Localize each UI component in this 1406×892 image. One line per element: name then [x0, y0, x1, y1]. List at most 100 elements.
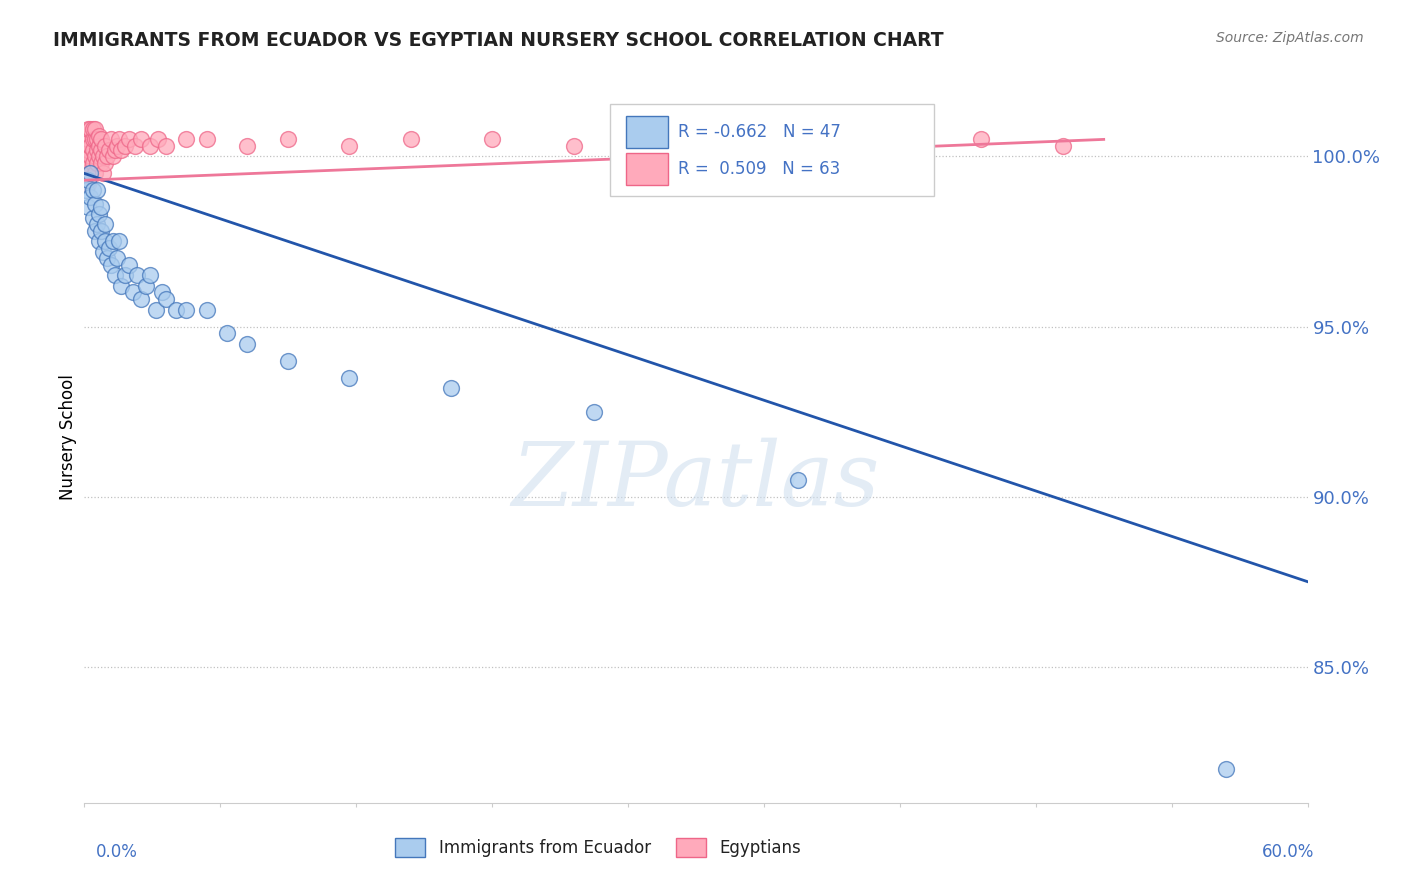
Point — [87, 128, 110, 143]
Point — [86, 132, 108, 146]
Point — [83, 166, 105, 180]
Point — [79, 122, 101, 136]
Point — [217, 326, 239, 341]
Point — [725, 139, 748, 153]
Point — [155, 293, 177, 307]
Point — [150, 285, 173, 300]
Point — [277, 353, 299, 368]
Point — [787, 473, 810, 487]
Point — [236, 336, 259, 351]
Point — [644, 132, 666, 146]
Text: Source: ZipAtlas.com: Source: ZipAtlas.com — [1216, 31, 1364, 45]
Point — [101, 235, 124, 249]
Point — [77, 132, 100, 146]
Point — [114, 139, 136, 153]
Point — [77, 156, 100, 170]
Point — [807, 132, 830, 146]
Point — [145, 302, 167, 317]
Point — [105, 139, 128, 153]
FancyBboxPatch shape — [626, 153, 668, 185]
Point — [90, 143, 112, 157]
Point — [127, 268, 149, 283]
Point — [105, 252, 128, 266]
Point — [75, 183, 97, 197]
Point — [82, 156, 104, 170]
Point — [75, 156, 97, 170]
Point — [889, 139, 911, 153]
Point — [91, 149, 114, 163]
Point — [562, 139, 585, 153]
Point — [90, 201, 112, 215]
Point — [77, 201, 100, 215]
Point — [83, 224, 105, 238]
Point — [93, 235, 115, 249]
Point — [131, 132, 153, 146]
Point — [86, 156, 108, 170]
Point — [135, 278, 157, 293]
Point — [138, 268, 160, 283]
Point — [83, 149, 105, 163]
Text: 0.0%: 0.0% — [96, 843, 138, 861]
Point — [96, 149, 118, 163]
Point — [79, 166, 101, 180]
Point — [82, 183, 104, 197]
Point — [93, 156, 115, 170]
Point — [83, 122, 105, 136]
Point — [83, 132, 105, 146]
Point — [108, 132, 131, 146]
Point — [583, 404, 606, 418]
Text: 60.0%: 60.0% — [1263, 843, 1315, 861]
Text: R =  0.509   N = 63: R = 0.509 N = 63 — [678, 160, 839, 178]
Legend: Immigrants from Ecuador, Egyptians: Immigrants from Ecuador, Egyptians — [388, 831, 807, 864]
Point — [481, 132, 503, 146]
Text: R = -0.662   N = 47: R = -0.662 N = 47 — [678, 123, 841, 141]
Point — [101, 149, 124, 163]
Point — [86, 183, 108, 197]
Point — [77, 143, 100, 157]
Point — [79, 190, 101, 204]
Point — [108, 235, 131, 249]
Point — [75, 143, 97, 157]
Point — [118, 258, 141, 272]
Point — [87, 139, 110, 153]
Point — [110, 278, 132, 293]
Point — [77, 173, 100, 187]
FancyBboxPatch shape — [626, 116, 668, 148]
Point — [90, 132, 112, 146]
Point — [75, 132, 97, 146]
Point — [91, 166, 114, 180]
Point — [100, 132, 122, 146]
Point — [970, 132, 993, 146]
Point — [339, 139, 361, 153]
Point — [236, 139, 259, 153]
Text: IMMIGRANTS FROM ECUADOR VS EGYPTIAN NURSERY SCHOOL CORRELATION CHART: IMMIGRANTS FROM ECUADOR VS EGYPTIAN NURS… — [53, 31, 943, 50]
Point — [79, 166, 101, 180]
Point — [118, 132, 141, 146]
Point — [195, 302, 218, 317]
Point — [90, 156, 112, 170]
Point — [124, 139, 146, 153]
Point — [90, 224, 112, 238]
Point — [91, 244, 114, 259]
Point — [104, 143, 127, 157]
Point — [79, 149, 101, 163]
Point — [82, 132, 104, 146]
Text: ZIPatlas: ZIPatlas — [512, 438, 880, 524]
Point — [165, 302, 187, 317]
Point — [114, 268, 136, 283]
Point — [339, 370, 361, 384]
Point — [75, 166, 97, 180]
Point — [1052, 139, 1074, 153]
Point — [87, 235, 110, 249]
Point — [86, 143, 108, 157]
Point — [77, 122, 100, 136]
Point — [100, 258, 122, 272]
Point — [399, 132, 422, 146]
Point — [138, 139, 160, 153]
Point — [82, 143, 104, 157]
Point — [277, 132, 299, 146]
Point — [174, 302, 197, 317]
Y-axis label: Nursery School: Nursery School — [59, 374, 77, 500]
Point — [79, 139, 101, 153]
Point — [110, 143, 132, 157]
